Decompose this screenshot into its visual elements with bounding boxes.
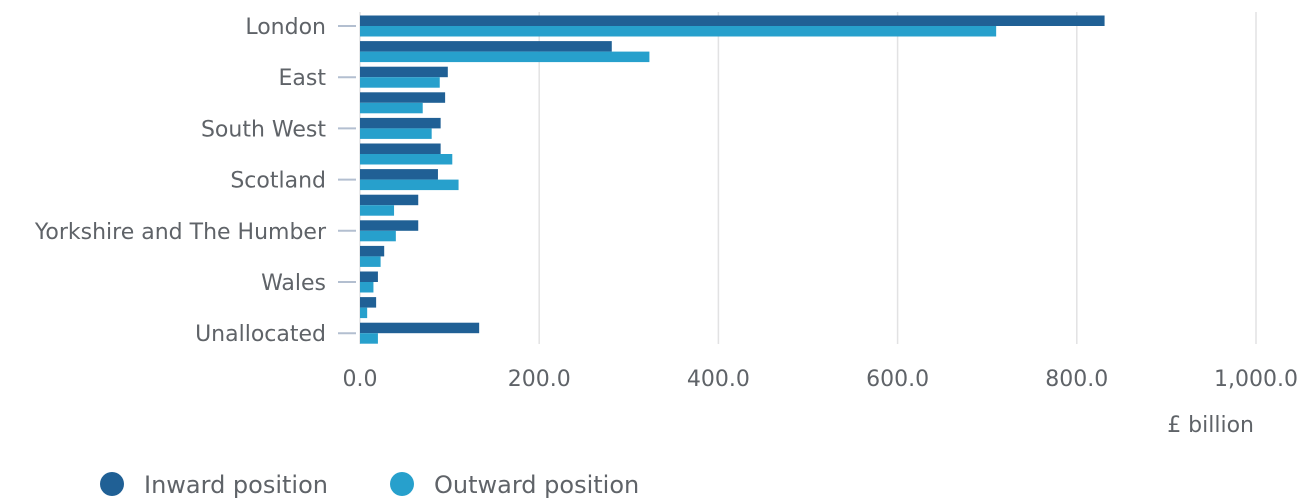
y-category-label: London [245,15,326,40]
bar-inward-position [360,143,441,154]
bar-inward-position [360,322,480,334]
bar-outward-position [360,256,381,267]
y-category-label: Wales [261,271,326,296]
legend-label: Outward position [434,471,639,499]
legend: Inward position Outward position [100,471,639,499]
bar-inward-position [360,245,385,257]
bar-inward-position [360,66,448,78]
bar-outward-position [360,102,423,114]
legend-swatch [100,472,124,496]
y-category-label: Yorkshire and The Humber [34,220,327,245]
y-category-label: Scotland [230,169,326,194]
bar-outward-position [360,51,650,63]
bar-outward-position [360,230,396,242]
bar-inward-position [360,169,438,180]
category-axis: London East South West Scotland Yorkshire an… [34,15,356,347]
bar-inward-position [360,41,612,52]
x-tick-label: 200.0 [508,367,571,392]
bar-outward-position [360,128,432,139]
y-category-label: East [279,66,327,91]
y-category-label: Unallocated [195,322,326,347]
bar-inward-position [360,194,419,206]
bar-outward-position [360,282,374,293]
bar-inward-position [360,117,441,129]
bar-outward-position [360,26,997,37]
bar-inward-position [360,15,1105,26]
x-tick-label: 1,000.0 [1214,367,1298,392]
bar-outward-position [360,77,440,88]
bars [360,15,1105,344]
bar-outward-position [360,333,378,344]
bar-inward-position [360,92,446,103]
bar-outward-position [360,154,453,165]
legend-swatch [390,472,414,496]
bar-inward-position [360,220,419,231]
x-tick-label: 400.0 [687,367,750,392]
bar-outward-position [360,307,368,319]
x-axis-title: £ billion [1167,413,1254,438]
x-tick-label: 800.0 [1045,367,1108,392]
legend-label: Inward position [144,471,328,499]
bar-outward-position [360,205,395,216]
bar-outward-position [360,179,459,191]
bar-inward-position [360,271,378,282]
y-category-label: South West [201,117,326,142]
bar-inward-position [360,297,377,308]
x-tick-label: 0.0 [343,367,378,392]
value-axis: 0.0 200.0 400.0 600.0 800.0 1,000.0 [343,367,1298,392]
x-tick-label: 600.0 [866,367,929,392]
